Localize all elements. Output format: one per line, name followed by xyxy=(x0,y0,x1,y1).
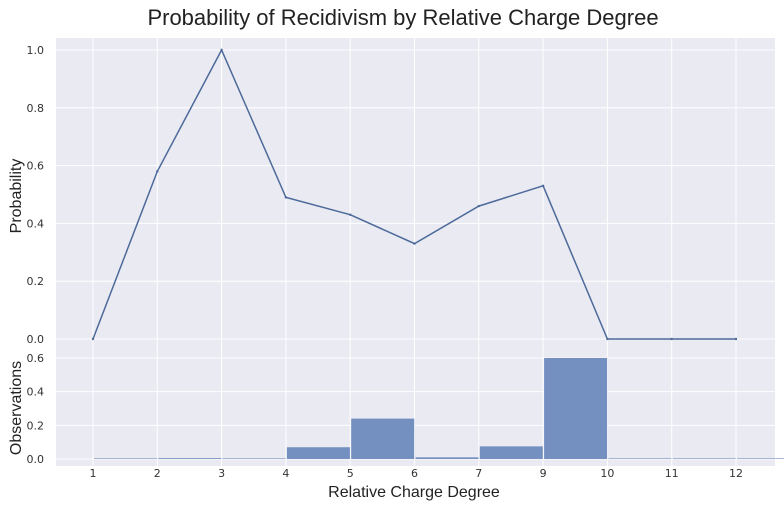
x-tick-label: 3 xyxy=(218,467,225,480)
x-tick-label: 11 xyxy=(665,467,679,480)
probability-point xyxy=(541,184,545,188)
observation-bar xyxy=(351,418,415,459)
observation-bar xyxy=(479,446,543,459)
x-tick-label: 6 xyxy=(411,467,418,480)
observation-bar xyxy=(158,458,222,459)
x-axis-label: Relative Charge Degree xyxy=(328,484,500,501)
probability-point xyxy=(156,170,159,173)
y-axis-label-probability: Probability xyxy=(8,159,25,234)
probability-point xyxy=(413,242,416,245)
probability-point xyxy=(606,337,609,341)
probability-point xyxy=(477,204,480,208)
x-tick-label: 7 xyxy=(475,467,482,480)
y-tick-label: 0.0 xyxy=(27,453,45,466)
panel-background-probability xyxy=(56,38,775,352)
y-tick-label: 0.0 xyxy=(27,333,45,346)
probability-point xyxy=(670,337,673,341)
probability-point xyxy=(734,337,738,341)
x-tick-label: 1 xyxy=(90,467,97,480)
x-tick-label: 2 xyxy=(154,467,161,480)
x-tick-label: 4 xyxy=(282,467,289,480)
observation-bar xyxy=(737,458,784,459)
plot-panels xyxy=(56,38,775,466)
y-tick-label: 0.2 xyxy=(27,419,45,432)
probability-point xyxy=(284,196,288,199)
tick-labels: 0.00.20.40.60.81.00.00.20.40.61 2 3 4 5 6 7 9 10… xyxy=(27,44,744,480)
x-tick-label: 12 xyxy=(729,467,743,480)
x-tick-label: 5 xyxy=(347,467,354,480)
probability-point xyxy=(349,213,352,216)
y-tick-label: 0.6 xyxy=(27,352,45,365)
probability-point xyxy=(91,337,95,341)
y-tick-label: 0.2 xyxy=(27,275,45,288)
panel-background-observations xyxy=(56,352,775,466)
y-tick-label: 1.0 xyxy=(27,44,45,57)
observation-bar xyxy=(286,447,350,459)
y-axis-label-observations: Observations xyxy=(8,361,25,455)
x-tick-label: 10 xyxy=(600,467,614,480)
observation-bar xyxy=(415,457,479,459)
probability-point xyxy=(220,48,223,52)
chart-marks xyxy=(91,48,784,459)
y-tick-label: 0.4 xyxy=(27,217,45,230)
observation-bar xyxy=(94,458,158,459)
observation-bar xyxy=(608,458,672,459)
y-tick-label: 0.8 xyxy=(27,102,45,115)
observation-bar xyxy=(672,458,736,459)
y-tick-label: 0.6 xyxy=(27,160,45,173)
y-tick-label: 0.4 xyxy=(27,386,45,399)
x-tick-label: 9 xyxy=(540,467,547,480)
chart-title: Probability of Recidivism by Relative Ch… xyxy=(147,5,658,30)
observation-bar xyxy=(544,358,608,459)
observation-bar xyxy=(222,458,286,459)
